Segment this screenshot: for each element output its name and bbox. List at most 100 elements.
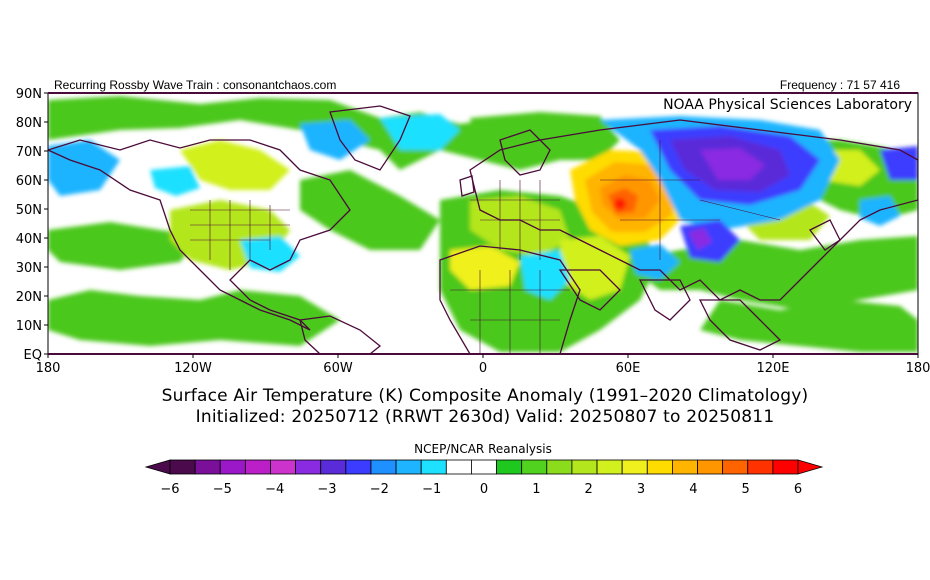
colorbar-label: 2 [585,482,593,497]
anomaly-region [300,120,370,160]
colorbar-box [747,459,774,475]
colorbar-box [621,459,648,475]
colorbar-label: 3 [637,482,645,497]
colorbar-label: −6 [160,482,179,497]
colorbar-box [295,459,322,475]
latitude-label: EQ [24,348,42,363]
coastline-arabia [558,269,621,311]
anomaly-region [48,290,340,346]
longitude-labels: 180 120W 60W 0 60E 120E 180 [36,354,930,376]
coastline-scandinavia [499,129,551,176]
colorbar-box [697,459,724,475]
colorbar-box [546,459,573,475]
longitude-label: 120E [756,361,789,376]
colorbar-label: −1 [422,482,441,497]
colorbar-box [420,459,447,475]
colorbar-arrow-right [797,459,824,475]
colorbar-box [169,459,196,475]
coastlines [48,105,918,354]
coastline-southeast-asia [698,299,782,351]
colorbar-box [320,459,347,475]
latitude-labels: 90N 80N 70N 60N 50N 40N 30N 20N 10N EQ [16,87,48,363]
colorbar-label: 4 [689,482,697,497]
anomaly-region [300,170,440,250]
colorbar-box [646,459,673,475]
latitude-label: 70N [16,145,42,160]
anomaly-region [614,198,626,210]
colorbar-boxes [144,459,824,475]
latitude-label: 20N [16,290,42,305]
colorbar-label: −3 [317,482,336,497]
colorbar-box [571,459,598,475]
header-source-text: Recurring Rossby Wave Train : consonantc… [54,78,337,92]
colorbar-label: 1 [532,482,540,497]
colorbar-box [270,459,297,475]
anomaly-region [450,246,520,290]
colorbar-label: −4 [265,482,284,497]
credit-box [620,95,916,113]
anomaly-region [150,166,200,196]
colorbar-box [596,459,623,475]
colorbar-box [395,459,422,475]
coastline-south-america [299,315,382,354]
colorbar-title: NCEP/NCAR Reanalysis [414,442,552,456]
anomaly-region [700,300,918,352]
colorbar-box [445,459,472,475]
longitude-label: 60E [616,361,641,376]
latitude-label: 10N [16,319,42,334]
latitude-label: 60N [16,174,42,189]
latitude-label: 80N [16,116,42,131]
anomaly-region [48,140,120,196]
colorbar-label: 6 [794,482,802,497]
latitude-label: 50N [16,203,42,218]
colorbar-box [672,459,698,475]
colorbar-box [521,459,548,475]
colorbar-label: −2 [370,482,389,497]
coastline-eurasia [469,119,918,301]
anomaly-region [560,236,630,300]
anomaly-region [630,244,680,280]
colorbar-label: 0 [480,482,488,497]
anomaly-region [860,196,900,226]
coastline-greenland [329,105,411,171]
latitude-label: 40N [16,232,42,247]
colorbar-box [345,459,372,475]
border-lines [190,140,781,354]
colorbar-box [370,459,397,475]
latitude-label: 90N [16,87,42,102]
latitude-label: 30N [16,261,42,276]
anomaly-region [48,96,520,170]
colorbar-box [722,459,749,475]
longitude-label: 60W [323,361,353,376]
longitude-label: 120W [174,361,212,376]
coastline-uk [459,175,475,197]
map-subtitle: Initialized: 20250712 (RRWT 2630d) Valid… [195,407,775,427]
colorbar-label: 5 [742,482,750,497]
anomaly-region [520,250,570,300]
anomaly-region [688,228,712,250]
colorbar-box [496,459,523,475]
borders [190,140,781,354]
anomaly-region [700,148,765,180]
colorbar-label: −5 [213,482,232,497]
longitude-label: 0 [479,361,487,376]
colorbar-arrow-left [144,459,171,475]
anomaly-region [180,140,290,190]
coastline-africa [439,245,581,354]
header-frequency-text: Frequency : 71 57 416 [779,78,900,92]
colorbar-labels: −6 −5 −4 −3 −2 −1 0 1 2 3 4 5 6 [160,482,802,497]
colorbar-box [471,459,497,475]
anomaly-region [470,112,620,170]
colorbar-box [244,459,271,475]
colorbar-box [194,459,221,475]
colorbar-box [219,459,246,475]
anomaly-region [48,222,200,270]
coastline-india [638,279,691,321]
coastline-north-america [48,139,351,331]
longitude-label: 180 [906,361,930,376]
map-title: Surface Air Temperature (K) Composite An… [161,386,809,406]
longitude-label: 180 [36,361,61,376]
colorbar-box [772,459,799,475]
